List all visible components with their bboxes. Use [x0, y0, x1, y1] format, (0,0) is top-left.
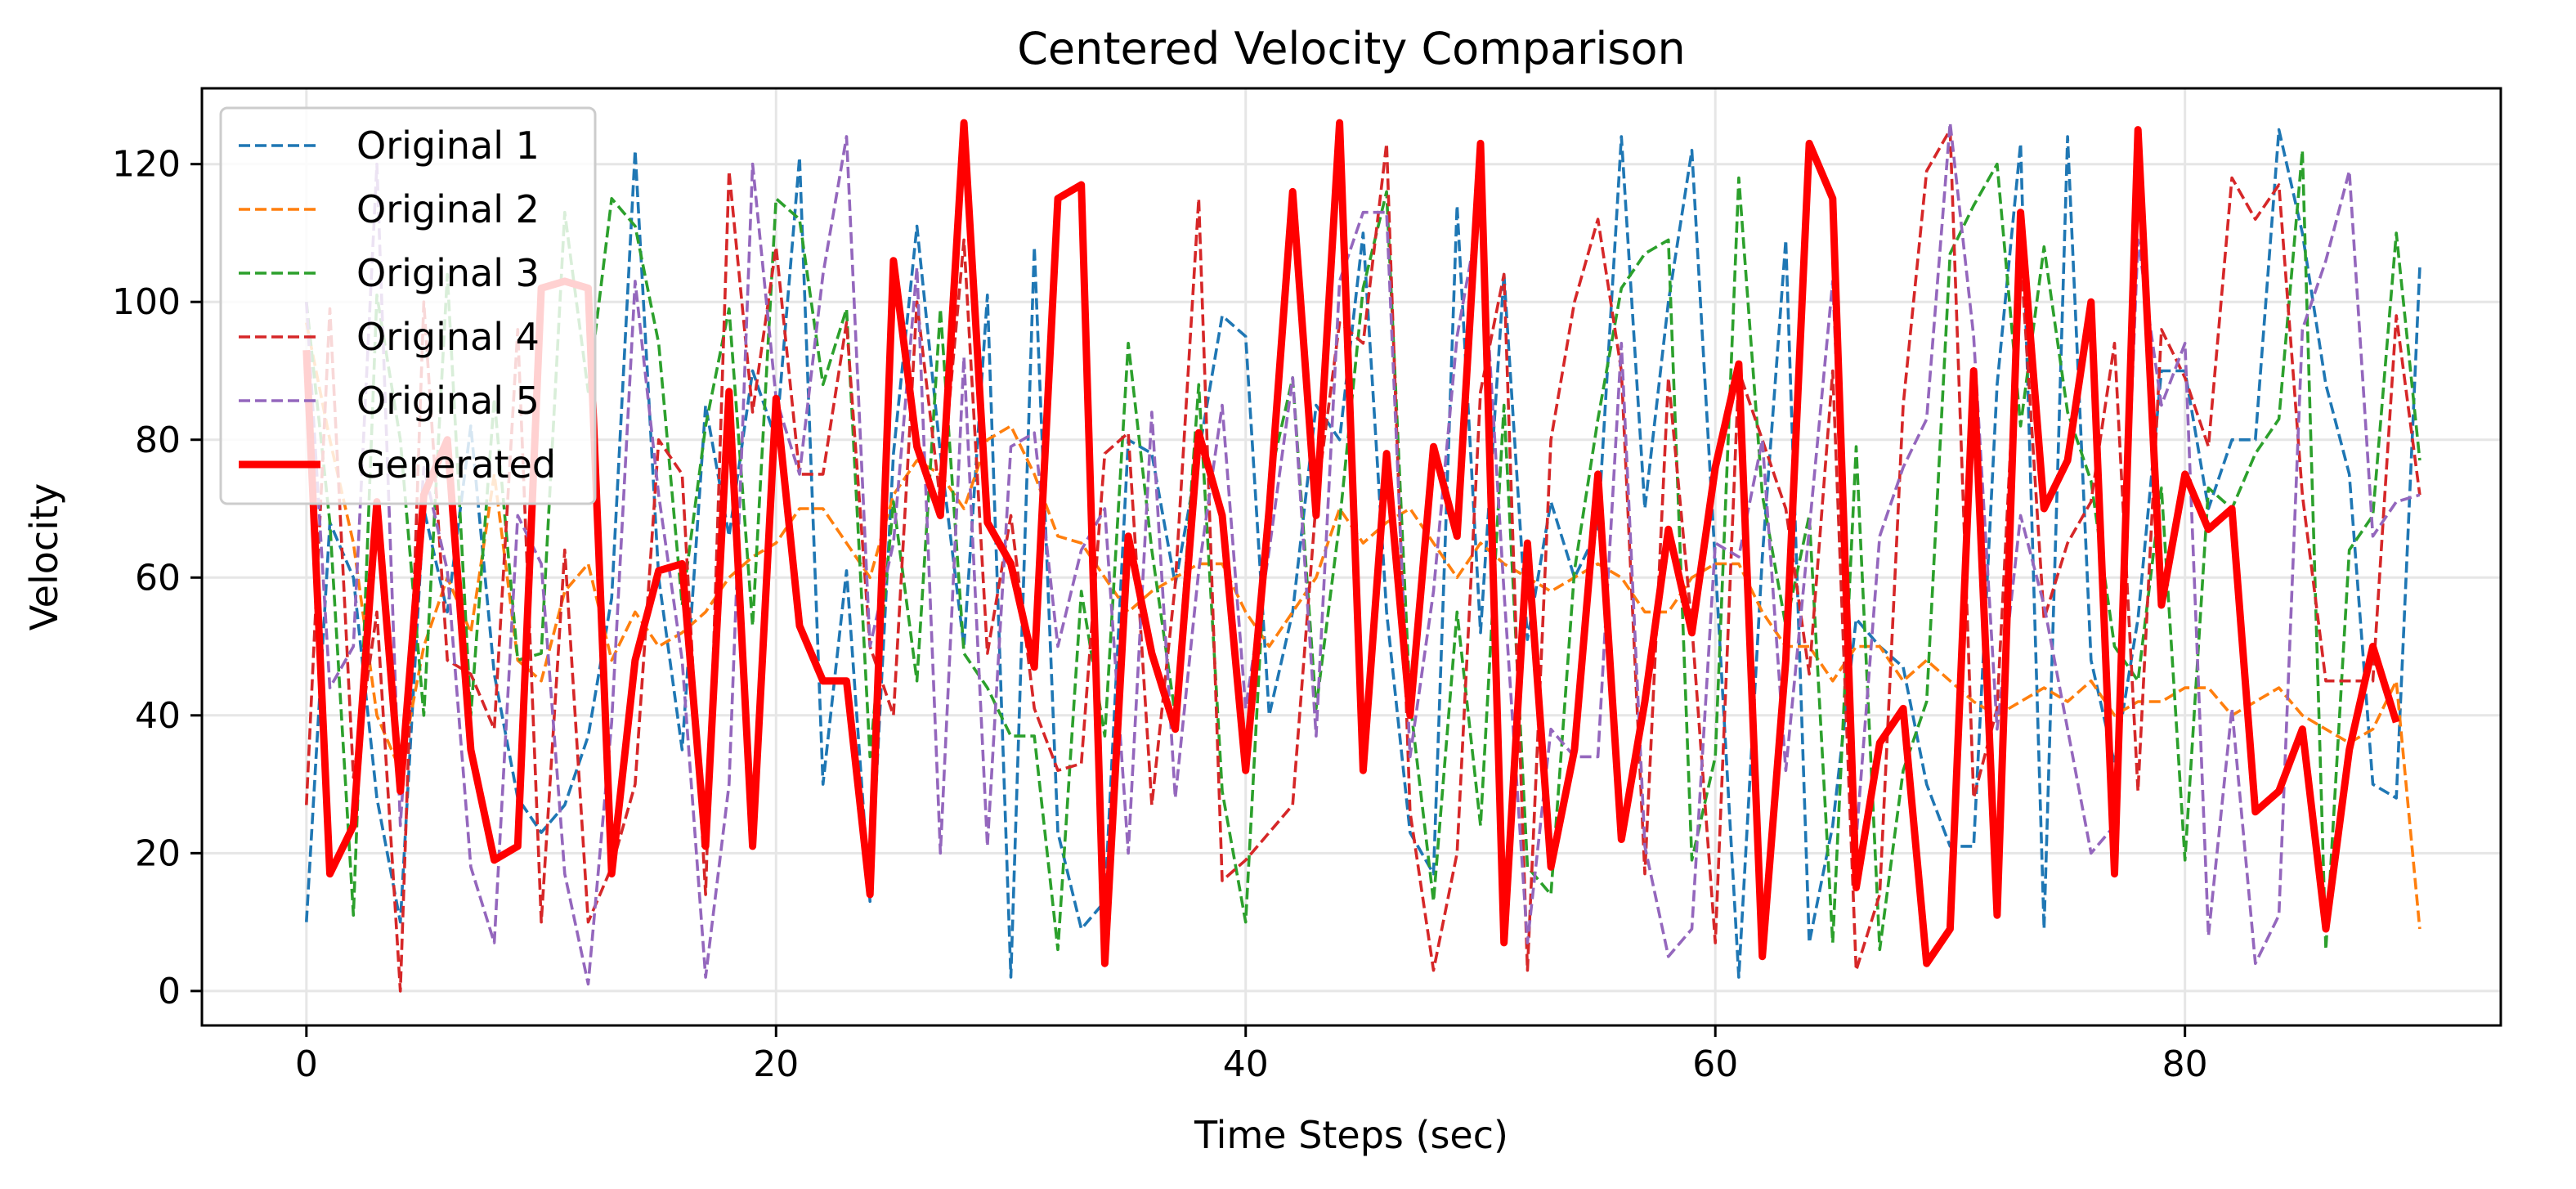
x-axis-label: Time Steps (sec): [1194, 1113, 1508, 1157]
series-line-original-5: [305, 121, 2421, 986]
series-line-original-3: [305, 149, 2421, 952]
y-tick-label: 80: [135, 420, 181, 461]
axis-ticks: 0 20 40 60 80 0 20 40 60 80 100 120: [112, 144, 2208, 1085]
legend-label: Original 4: [356, 315, 540, 359]
legend-label: Original 1: [356, 123, 540, 168]
x-tick-label: 40: [1223, 1043, 1269, 1085]
y-tick-label: 100: [112, 281, 181, 323]
series-lines: [302, 119, 2421, 993]
legend-label: Original 2: [356, 187, 540, 231]
series-line-generated: [302, 119, 2400, 967]
chart-title: Centered Velocity Comparison: [1017, 23, 1686, 74]
y-tick-label: 120: [112, 144, 181, 186]
x-tick-label: 20: [753, 1043, 799, 1085]
plot-frame: [200, 87, 2502, 1027]
legend-label: Original 3: [356, 251, 540, 295]
series-line-original-4: [305, 128, 2421, 993]
series-line-original-1: [305, 128, 2421, 979]
y-tick-label: 40: [135, 695, 181, 737]
series-line-original-2: [305, 322, 2421, 930]
y-axis-label: Velocity: [22, 483, 66, 630]
legend-label: Generated: [356, 442, 556, 487]
y-tick-label: 20: [135, 832, 181, 874]
y-tick-label: 0: [158, 971, 181, 1012]
y-tick-label: 60: [135, 557, 181, 599]
legend-box: [219, 106, 597, 505]
legend: Original 1 Original 2 Original 3 Original 4…: [219, 106, 597, 505]
x-tick-label: 80: [2162, 1043, 2208, 1085]
legend-label: Original 5: [356, 379, 540, 423]
x-tick-label: 0: [295, 1043, 318, 1085]
x-tick-label: 60: [1692, 1043, 1738, 1085]
